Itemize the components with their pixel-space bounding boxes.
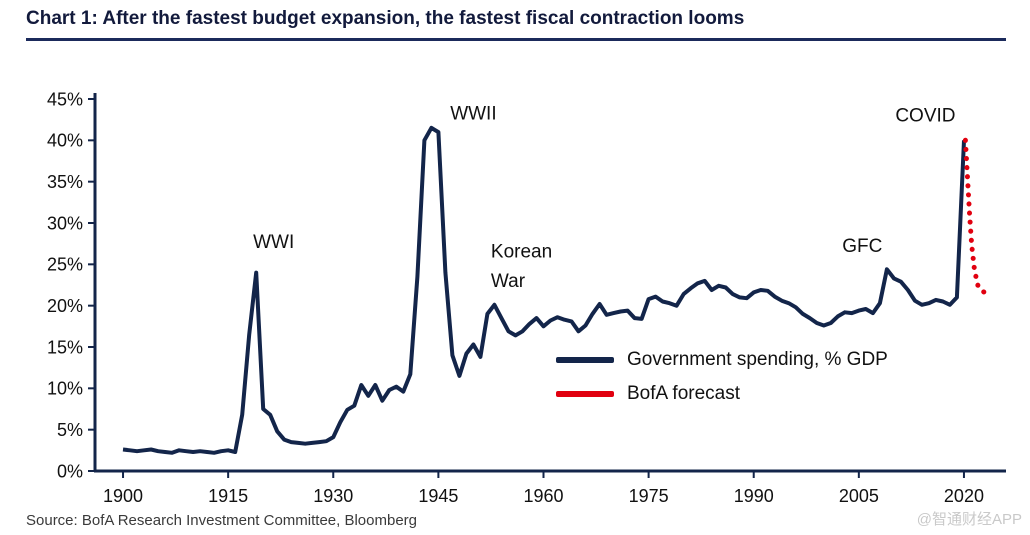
chart-area: 0% 5% 10% 15% 20% 25% 30% 35% 40% 45% 1900 1915 1930… bbox=[0, 41, 1030, 508]
annotations: WWI WWII Korean War GFC COVID bbox=[253, 104, 955, 293]
forecast-line-swatch bbox=[556, 391, 614, 397]
source-note: Source: BofA Research Investment Committ… bbox=[26, 512, 418, 529]
y-tick-label: 30% bbox=[47, 213, 83, 233]
x-tick-label: 1990 bbox=[734, 486, 774, 506]
legend-item-forecast: BofA forecast bbox=[556, 383, 888, 405]
annotation-gfc: GFC bbox=[842, 236, 882, 257]
line-chart: 0% 5% 10% 15% 20% 25% 30% 35% 40% 45% 1900 1915 1930… bbox=[47, 89, 1006, 506]
x-tick-label: 1960 bbox=[523, 486, 563, 506]
watermark: @智通财经APP bbox=[916, 511, 1022, 528]
y-tick-label: 40% bbox=[47, 131, 83, 151]
legend: Government spending, % GDP BofA forecast bbox=[556, 349, 888, 405]
chart-header: Chart 1: After the fastest budget expans… bbox=[0, 0, 1030, 41]
x-tick-label: 1930 bbox=[313, 486, 353, 506]
x-tick-label: 1975 bbox=[629, 486, 669, 506]
legend-item-spending: Government spending, % GDP bbox=[556, 349, 888, 371]
series-lines bbox=[122, 125, 992, 455]
axes bbox=[93, 93, 1006, 473]
footer: Source: BofA Research Investment Committ… bbox=[0, 508, 1030, 535]
chart-title: Chart 1: After the fastest budget expans… bbox=[26, 7, 1006, 41]
y-tick-label: 5% bbox=[57, 420, 83, 440]
y-tick-label: 10% bbox=[47, 379, 83, 399]
y-tick-label: 45% bbox=[47, 89, 83, 109]
y-tick-label: 20% bbox=[47, 296, 83, 316]
x-tick-label: 2020 bbox=[944, 486, 984, 506]
y-tick-label: 25% bbox=[47, 255, 83, 275]
annotation-wwii: WWII bbox=[450, 104, 496, 125]
tick-labels: 0% 5% 10% 15% 20% 25% 30% 35% 40% 45% 1900 1915 1930… bbox=[47, 89, 984, 506]
forecast-line bbox=[962, 137, 992, 297]
legend-label-forecast: BofA forecast bbox=[627, 383, 741, 404]
y-tick-label: 15% bbox=[47, 337, 83, 357]
legend-label-spending: Government spending, % GDP bbox=[627, 349, 888, 370]
x-tick-label: 1915 bbox=[208, 486, 248, 506]
annotation-wwi: WWI bbox=[253, 232, 294, 253]
annotation-korean-war: Korean War bbox=[491, 242, 552, 292]
x-tick-label: 2005 bbox=[839, 486, 879, 506]
spending-line-swatch bbox=[556, 357, 614, 363]
y-tick-label: 0% bbox=[57, 461, 83, 481]
annotation-covid: COVID bbox=[895, 105, 955, 126]
x-tick-label: 1900 bbox=[103, 486, 143, 506]
y-tick-label: 35% bbox=[47, 172, 83, 192]
x-tick-label: 1945 bbox=[418, 486, 458, 506]
spending-line bbox=[122, 125, 966, 455]
